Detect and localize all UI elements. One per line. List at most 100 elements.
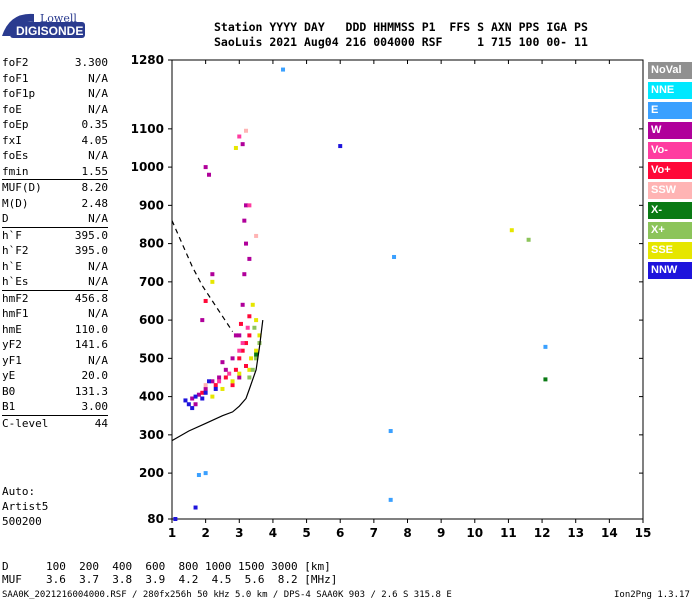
param-name: yE — [2, 369, 16, 382]
y-tick-label: 500 — [139, 351, 164, 365]
legend-item: Vo- — [648, 142, 692, 159]
data-point — [257, 333, 262, 338]
param-name: foF2 — [2, 56, 29, 69]
data-point — [240, 302, 245, 307]
y-tick-label: 1280 — [131, 53, 164, 67]
param-row: foF1 N/A — [2, 71, 108, 87]
data-point — [203, 390, 208, 395]
data-point — [250, 367, 255, 372]
y-tick-label: 1000 — [131, 160, 164, 174]
data-point — [203, 298, 208, 303]
param-name: h`E — [2, 259, 22, 273]
param-value: 0.35 — [81, 118, 109, 131]
param-value: 3.00 — [81, 400, 109, 413]
y-tick-label: 400 — [139, 390, 164, 404]
data-point — [247, 367, 252, 372]
data-point — [210, 379, 215, 384]
data-point — [210, 394, 215, 399]
param-value: N/A — [88, 353, 108, 367]
data-point — [240, 348, 245, 353]
x-tick-label: 12 — [534, 526, 551, 540]
param-name: yF1 — [2, 353, 22, 367]
param-row: h`E N/A — [2, 259, 108, 275]
param-name: MUF(D) — [2, 181, 42, 194]
legend-item: W — [648, 122, 692, 139]
y-tick-label: 800 — [139, 237, 164, 251]
data-point — [220, 386, 225, 391]
data-point — [193, 394, 198, 399]
param-value: 2.48 — [81, 196, 109, 210]
param-row: fmin 1.55 — [2, 164, 108, 180]
param-value: 3.300 — [74, 56, 108, 69]
data-point — [186, 402, 191, 407]
param-value: N/A — [88, 149, 108, 162]
data-point — [388, 429, 393, 434]
param-value: 131.3 — [74, 384, 108, 398]
data-point — [203, 471, 208, 476]
legend-item: SSW — [648, 182, 692, 199]
y-tick-label: 700 — [139, 275, 164, 289]
param-name: h`F — [2, 228, 22, 242]
data-point — [173, 517, 178, 521]
y-tick-label: 200 — [139, 466, 164, 480]
param-row: foEs N/A — [2, 148, 108, 164]
data-point — [230, 383, 235, 388]
data-point — [388, 497, 393, 502]
data-point — [193, 402, 198, 407]
data-point — [237, 356, 242, 361]
param-name: hmF2 — [2, 291, 29, 305]
legend-item: SSE — [648, 242, 692, 259]
param-name: foEp — [2, 118, 29, 131]
data-point — [247, 375, 252, 380]
footer-muf-values: 3.6 3.7 3.8 3.9 4.2 4.5 5.6 8.2 [MHz] — [46, 573, 338, 586]
y-tick-label: 300 — [139, 428, 164, 442]
param-name: M(D) — [2, 196, 29, 210]
footer-d-label: D — [2, 560, 9, 573]
data-point — [250, 302, 255, 307]
param-name: yF2 — [2, 338, 22, 351]
y-tick-label: 80 — [147, 512, 164, 526]
legend-item: NoVal — [648, 62, 692, 79]
param-name: B0 — [2, 384, 16, 398]
param-row: foF2 3.300 — [2, 55, 108, 71]
legend-item: X+ — [648, 222, 692, 239]
data-point — [200, 390, 205, 395]
data-point — [227, 371, 232, 376]
data-point — [237, 333, 242, 338]
param-row: MUF(D) 8.20 — [2, 179, 108, 196]
data-point — [203, 383, 208, 388]
data-point — [543, 377, 548, 382]
param-value: N/A — [88, 275, 108, 288]
data-point — [244, 341, 249, 346]
param-value: 44 — [94, 416, 108, 430]
x-tick-label: 4 — [269, 526, 277, 540]
param-row: hmF2 456.8 — [2, 289, 108, 307]
param-row: hmF1 N/A — [2, 306, 108, 322]
curve-muf — [171, 220, 234, 332]
data-point — [526, 237, 531, 242]
param-name: C-level — [2, 416, 49, 430]
data-point — [247, 256, 252, 261]
param-row: foEp 0.35 — [2, 117, 108, 133]
legend-item: NNE — [648, 82, 692, 99]
param-value: 20.0 — [81, 369, 109, 382]
x-tick-label: 15 — [635, 526, 652, 540]
auto-code: 500200 — [2, 515, 42, 528]
param-name: h`F2 — [2, 244, 29, 257]
polarization-legend: NoVal NNE E W Vo- Vo+ SSW X- X+ SSE NNW — [648, 62, 692, 282]
data-point — [200, 396, 205, 401]
param-name: B1 — [2, 400, 16, 413]
param-value: 1.55 — [81, 164, 109, 178]
param-row: B1 3.00 — [2, 399, 108, 415]
data-point — [213, 383, 218, 388]
param-name: foF1p — [2, 87, 36, 100]
data-point — [207, 172, 212, 177]
data-point — [220, 360, 225, 365]
legend-item: Vo+ — [648, 162, 692, 179]
data-point — [254, 356, 259, 361]
data-point — [509, 228, 514, 233]
param-row: foE N/A — [2, 102, 108, 118]
legend-item: NNW — [648, 262, 692, 279]
data-point — [240, 142, 245, 147]
